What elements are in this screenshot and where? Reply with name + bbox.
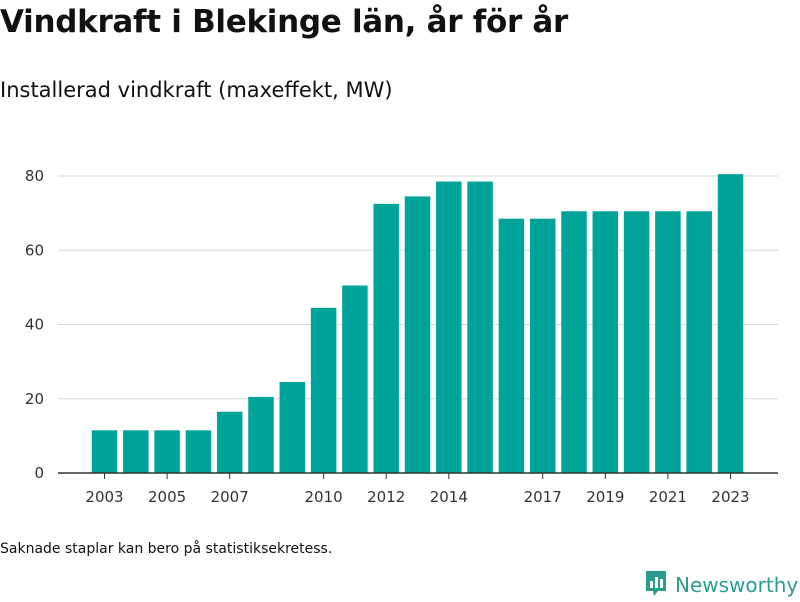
bar-2009 bbox=[279, 382, 306, 473]
bar-2010 bbox=[310, 307, 337, 473]
y-tick-label: 20 bbox=[25, 390, 44, 408]
bars bbox=[91, 174, 744, 474]
bar-2021 bbox=[655, 211, 681, 474]
bar-2008 bbox=[248, 396, 274, 473]
x-tick-label: 2010 bbox=[305, 488, 343, 506]
bar-2011 bbox=[342, 285, 368, 473]
chart-title: Vindkraft i Blekinge län, år för år bbox=[0, 4, 569, 40]
x-tick-label: 2007 bbox=[211, 488, 249, 506]
footnote: Saknade staplar kan bero på statistiksek… bbox=[0, 541, 333, 557]
x-tick-label: 2021 bbox=[649, 488, 687, 506]
bar-2023 bbox=[717, 174, 744, 474]
bar-2003 bbox=[91, 430, 118, 473]
x-axis-ticks: 2003 2005 2007 2010 2012 2014 2017 2019 2021 2023 bbox=[85, 473, 750, 506]
x-tick-label: 2014 bbox=[430, 488, 468, 506]
bar-2017 bbox=[529, 218, 556, 473]
y-tick-label: 40 bbox=[25, 316, 44, 334]
bar-2019 bbox=[592, 211, 619, 474]
y-tick-label: 60 bbox=[25, 241, 44, 259]
bar-2014 bbox=[436, 181, 462, 473]
y-axis-tick-labels: 0 20 40 60 80 bbox=[25, 167, 44, 482]
bar-2012 bbox=[373, 203, 399, 473]
bar-2007 bbox=[216, 411, 243, 473]
x-tick-label: 2005 bbox=[148, 488, 186, 506]
bar-2013 bbox=[404, 196, 431, 473]
bar-2018 bbox=[561, 211, 587, 474]
y-tick-label: 80 bbox=[25, 167, 44, 185]
x-tick-label: 2012 bbox=[367, 488, 405, 506]
brand-logo[interactable]: Newsworthy bbox=[643, 568, 798, 602]
bar-2004 bbox=[123, 430, 149, 473]
bar-2015 bbox=[467, 181, 493, 473]
x-tick-label: 2023 bbox=[711, 488, 749, 506]
x-tick-label: 2003 bbox=[85, 488, 123, 506]
bar-2016 bbox=[498, 218, 525, 473]
bar-2006 bbox=[185, 430, 212, 473]
chart-subtitle: Installerad vindkraft (maxeffekt, MW) bbox=[0, 78, 393, 102]
bar-2005 bbox=[154, 430, 180, 473]
y-tick-label: 0 bbox=[34, 464, 44, 482]
bar-chart-logo-icon bbox=[643, 568, 669, 602]
bar-2022 bbox=[686, 211, 712, 474]
brand-name: Newsworthy bbox=[675, 573, 799, 597]
x-tick-label: 2019 bbox=[586, 488, 624, 506]
x-tick-label: 2017 bbox=[524, 488, 562, 506]
bar-2020 bbox=[623, 211, 650, 474]
